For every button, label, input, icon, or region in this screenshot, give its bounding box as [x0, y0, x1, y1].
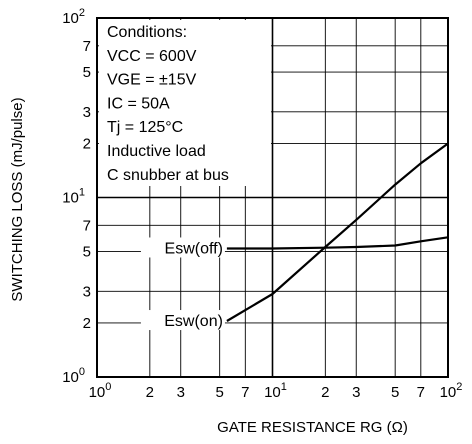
x-tick-label: 3: [177, 384, 185, 401]
condition-line: C snubber at bus: [107, 167, 229, 184]
series-label-background: [140, 237, 225, 258]
y-tick-label: 7: [83, 38, 91, 55]
series-line: [226, 236, 449, 250]
y-tick-label: 7: [83, 217, 91, 234]
y-tick-label: 101: [62, 187, 85, 207]
y-tick-label: 100: [62, 366, 85, 386]
series-lines: [226, 142, 449, 322]
series-label-background: [140, 310, 225, 331]
condition-line: Inductive load: [107, 143, 206, 160]
x-tick-label: 7: [241, 384, 249, 401]
x-tick-label: 101: [264, 381, 287, 401]
x-tick-label: 2: [321, 384, 329, 401]
conditions-box: Conditions: VCC = 600V VGE = ±15V IC = 50A T…: [99, 20, 271, 186]
x-tick-label: 7: [417, 384, 425, 401]
x-tick-label: 2: [146, 384, 154, 401]
condition-line: Tj = 125°C: [107, 119, 183, 136]
series-label: Esw(off): [165, 240, 223, 257]
x-tick-label: 3: [352, 384, 360, 401]
x-tick-label: 100: [89, 381, 112, 401]
series-labels: Esw(off) Esw(on): [140, 237, 225, 331]
x-tick-label: 102: [440, 381, 463, 401]
plot-frame: [96, 17, 449, 378]
conditions-background: [99, 20, 271, 186]
y-tick-label: 2: [83, 135, 91, 152]
condition-line: IC = 50A: [107, 95, 170, 112]
y-tick-label: 2: [83, 315, 91, 332]
y-tick-label: 5: [83, 244, 91, 261]
condition-line: Conditions:: [107, 24, 187, 41]
x-tick-label: 5: [215, 384, 223, 401]
y-axis-label: SWITCHING LOSS (mJ/pulse): [9, 97, 26, 301]
condition-line: VCC = 600V: [107, 48, 197, 65]
series-label: Esw(on): [164, 313, 223, 330]
y-tick-label: 3: [83, 104, 91, 121]
condition-line: VGE = ±15V: [107, 72, 197, 89]
series-line: [226, 142, 449, 322]
x-tick-labels: 100 2 3 5 7 101 2 3 5 7 102: [89, 381, 463, 401]
y-tick-labels: 100 2 3 5 7 101 2 3 5 7 102: [62, 7, 91, 386]
y-tick-label: 102: [62, 7, 85, 27]
x-tick-label: 5: [391, 384, 399, 401]
y-tick-label: 3: [83, 283, 91, 300]
x-axis-label: GATE RESISTANCE RG (Ω): [217, 419, 408, 436]
y-tick-label: 5: [83, 64, 91, 81]
